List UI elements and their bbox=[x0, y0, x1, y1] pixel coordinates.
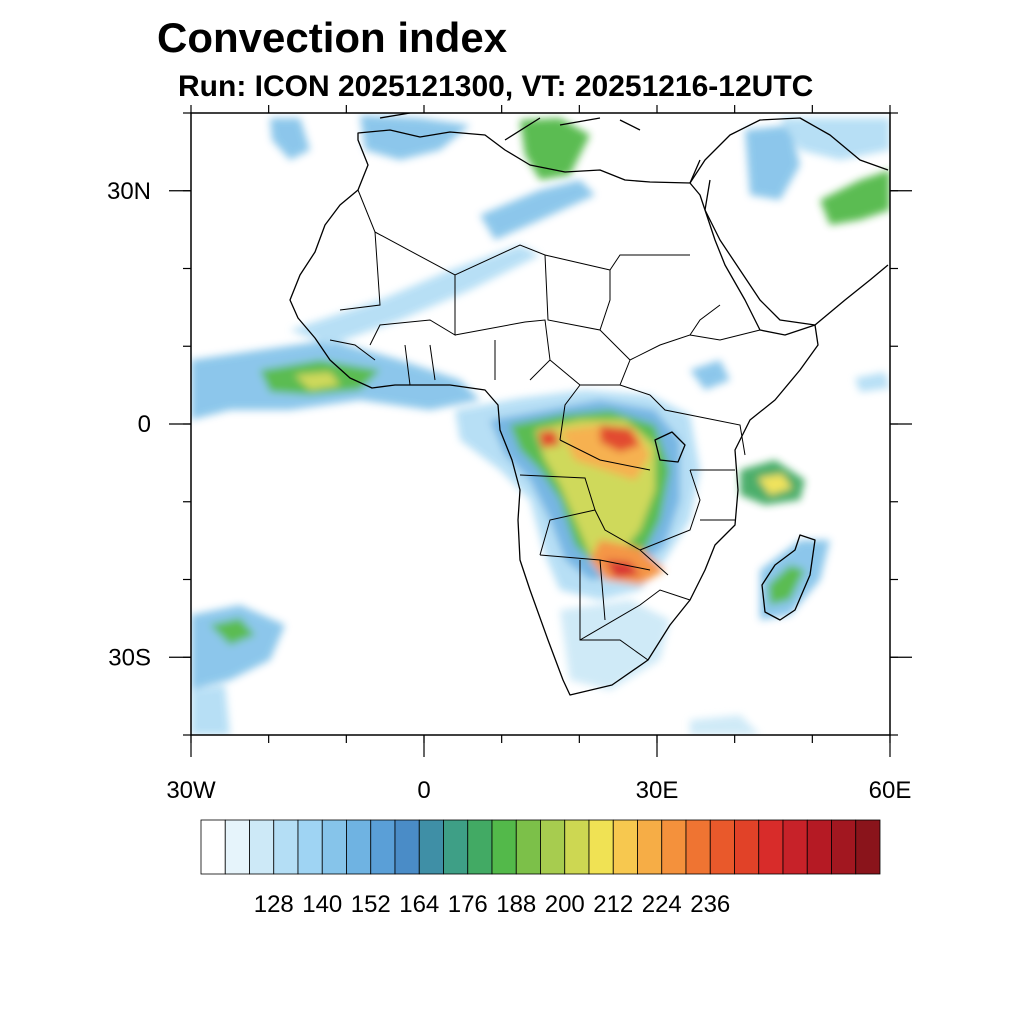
colorbar-swatch bbox=[661, 819, 687, 875]
field-med-1 bbox=[520, 118, 590, 180]
colorbar-label: 140 bbox=[302, 891, 342, 918]
colorbar-label: 152 bbox=[351, 891, 391, 918]
field-middle-east bbox=[745, 125, 800, 200]
colorbar-swatch bbox=[321, 819, 347, 875]
lat-tick-label: 0 bbox=[138, 411, 151, 438]
colorbar-swatch bbox=[418, 819, 444, 875]
lon-tick-label: 0 bbox=[417, 777, 430, 804]
field-horn bbox=[690, 360, 730, 390]
field-sahara-streak-2 bbox=[480, 180, 595, 240]
convection-field-layer bbox=[191, 115, 890, 735]
colorbar-swatch bbox=[200, 819, 226, 875]
colorbar-swatch bbox=[685, 819, 711, 875]
colorbar-swatch bbox=[782, 819, 808, 875]
field-s-ocean bbox=[690, 715, 760, 735]
red-sea bbox=[689, 159, 711, 211]
colorbar-swatch bbox=[224, 819, 250, 875]
lat-tick-label: 30S bbox=[108, 644, 151, 671]
field-s-atlantic-core bbox=[210, 618, 255, 645]
colorbar-label: 200 bbox=[545, 891, 585, 918]
africa-coastline bbox=[289, 129, 819, 696]
colorbar-swatch bbox=[540, 819, 566, 875]
colorbar-label: 236 bbox=[690, 891, 730, 918]
colorbar-swatch bbox=[515, 819, 541, 875]
colorbar-swatch bbox=[612, 819, 638, 875]
field-indian-ocean bbox=[855, 372, 890, 392]
field-guinea-band-yellow bbox=[295, 372, 340, 390]
colorbar-label: 176 bbox=[448, 891, 488, 918]
colorbar-swatch bbox=[855, 819, 881, 875]
colorbar-swatch bbox=[394, 819, 420, 875]
field-zambia-red bbox=[605, 560, 640, 578]
colorbar-swatch bbox=[734, 819, 760, 875]
field-s-africa bbox=[560, 600, 670, 690]
map-subtitle: Run: ICON 2025121300, VT: 20251216-12UTC bbox=[178, 70, 814, 103]
border-layer bbox=[329, 189, 761, 661]
colorbar-label: 224 bbox=[642, 891, 682, 918]
field-persian-gulf bbox=[820, 170, 890, 225]
colorbar-swatch bbox=[758, 819, 784, 875]
lon-tick-label: 60E bbox=[869, 777, 912, 804]
field-s-atlantic bbox=[191, 605, 285, 690]
lon-tick-label: 30E bbox=[636, 777, 679, 804]
colorbar-swatch bbox=[346, 819, 372, 875]
colorbar-swatch bbox=[297, 819, 323, 875]
axis-ticks bbox=[169, 105, 912, 757]
coastline-layer bbox=[289, 113, 889, 696]
field-madagascar-island-core bbox=[768, 565, 805, 605]
colorbar-swatch bbox=[467, 819, 493, 875]
colorbar-label: 212 bbox=[593, 891, 633, 918]
field-sahara-streak-1 bbox=[290, 245, 540, 345]
field-sw-corner bbox=[191, 685, 230, 735]
field-med-2 bbox=[360, 115, 470, 160]
colorbar-swatch bbox=[806, 819, 832, 875]
colorbar-swatch bbox=[588, 819, 614, 875]
lat-tick-label: 30N bbox=[107, 178, 151, 205]
field-med-3 bbox=[270, 118, 310, 160]
field-congo-red2 bbox=[538, 430, 560, 448]
colorbar: 128 140 152 164 176 188 200 212 224 236 bbox=[200, 819, 881, 918]
colorbar-swatch bbox=[443, 819, 469, 875]
field-congo-red1 bbox=[600, 425, 640, 452]
colorbar-swatch bbox=[370, 819, 396, 875]
colorbar-swatch bbox=[831, 819, 857, 875]
lon-tick-label: 30W bbox=[166, 777, 216, 804]
colorbar-swatch bbox=[709, 819, 735, 875]
field-madagascar-core bbox=[758, 474, 792, 495]
lake-victoria bbox=[654, 431, 686, 463]
map-title: Convection index bbox=[157, 14, 508, 61]
colorbar-swatch bbox=[491, 819, 517, 875]
colorbar-label: 188 bbox=[496, 891, 536, 918]
arabia-coast bbox=[689, 117, 889, 326]
colorbar-label: 164 bbox=[399, 891, 439, 918]
med-europe-coast bbox=[379, 113, 641, 141]
madagascar-coast bbox=[761, 534, 816, 621]
colorbar-swatch bbox=[564, 819, 590, 875]
colorbar-swatch bbox=[249, 819, 275, 875]
axis-tick-labels: 30W 0 30E 60E 30N 0 30S bbox=[107, 178, 911, 804]
colorbar-swatch bbox=[637, 819, 663, 875]
colorbar-swatch bbox=[273, 819, 299, 875]
colorbar-label: 128 bbox=[254, 891, 294, 918]
